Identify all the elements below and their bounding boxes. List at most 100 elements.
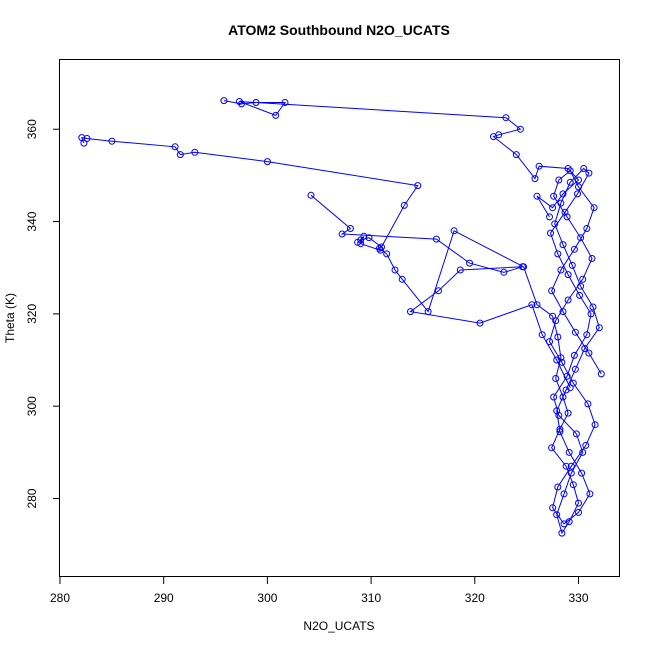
data-point <box>589 303 597 311</box>
data-point <box>565 448 573 456</box>
data-point <box>556 428 564 436</box>
data-point <box>587 310 595 318</box>
data-point <box>567 462 575 470</box>
data-point <box>552 375 560 382</box>
data-point <box>590 204 598 212</box>
data-point <box>450 227 458 235</box>
data-point <box>583 331 591 339</box>
data-point <box>432 235 440 243</box>
data-point <box>549 504 557 512</box>
x-tick-label: 330 <box>569 591 589 605</box>
data-point <box>575 176 582 184</box>
data-point <box>581 345 589 352</box>
data-point <box>577 234 585 242</box>
data-point <box>559 308 567 316</box>
chart-title: ATOM2 Southbound N2O_UCATS <box>228 22 450 38</box>
data-point <box>554 333 562 341</box>
data-point <box>588 255 596 262</box>
data-point <box>548 287 556 295</box>
data-point <box>560 520 568 528</box>
data-point <box>563 213 571 221</box>
data-point <box>490 133 497 141</box>
data-point <box>597 370 605 378</box>
data-point <box>252 99 260 106</box>
data-point <box>407 308 414 316</box>
data-point <box>564 271 572 279</box>
data-point <box>83 135 91 142</box>
data-point <box>575 508 582 516</box>
data-point <box>191 148 199 156</box>
data-point <box>538 331 546 339</box>
data-point <box>516 125 524 133</box>
data-point <box>566 384 574 392</box>
data-point <box>476 319 484 327</box>
data-point <box>551 220 559 228</box>
data-point <box>383 250 391 258</box>
data-point <box>569 481 577 489</box>
data-point <box>562 462 570 470</box>
data-point <box>531 175 539 183</box>
data-point <box>553 356 561 364</box>
data-point <box>547 229 554 237</box>
data-point <box>555 176 563 184</box>
data-point <box>272 111 280 119</box>
data-point <box>500 268 508 276</box>
y-tick-label: 340 <box>25 211 39 231</box>
data-point <box>554 483 562 491</box>
data-point <box>307 191 315 199</box>
data-series <box>78 97 605 537</box>
data-point <box>560 490 568 498</box>
data-point <box>579 275 587 283</box>
data-point <box>512 151 520 159</box>
data-point <box>519 263 526 271</box>
data-point <box>564 409 572 417</box>
data-point <box>577 282 585 290</box>
data-point <box>549 204 557 212</box>
y-tick-label: 320 <box>25 304 39 324</box>
data-point <box>263 158 271 166</box>
axis-ticks: 280 290 300 310 320 330 280 300 320 340 360 <box>25 119 589 605</box>
data-point <box>570 351 578 359</box>
y-tick-label: 300 <box>25 396 39 416</box>
data-point <box>553 407 561 415</box>
data-point <box>550 192 558 200</box>
data-point <box>435 287 442 295</box>
data-point <box>591 421 599 429</box>
data-point <box>574 190 581 198</box>
x-tick-label: 290 <box>154 591 174 605</box>
data-point <box>554 250 562 258</box>
data-point <box>570 245 578 253</box>
data-point <box>553 511 561 519</box>
plot-frame <box>59 59 620 577</box>
data-point <box>176 151 184 159</box>
data-point <box>281 99 289 106</box>
y-axis-label: Theta (K) <box>3 293 17 343</box>
data-point <box>456 266 464 274</box>
data-point <box>557 354 565 362</box>
data-point <box>564 296 572 304</box>
data-point <box>571 328 579 336</box>
data-point <box>346 225 354 232</box>
x-axis-label: N2O_UCATS <box>303 619 374 633</box>
data-point <box>559 393 567 401</box>
x-tick-label: 310 <box>361 591 381 605</box>
data-point <box>552 317 560 325</box>
data-point <box>235 98 243 105</box>
data-point <box>78 134 86 142</box>
data-point <box>576 291 584 299</box>
series-line <box>223 100 580 218</box>
data-point <box>583 225 591 232</box>
data-point <box>580 165 588 172</box>
series-3 <box>307 191 574 392</box>
data-point <box>585 169 593 177</box>
data-point <box>338 230 346 238</box>
data-point <box>535 162 543 170</box>
series-2 <box>220 97 582 221</box>
data-point <box>562 386 570 394</box>
data-point <box>566 167 574 175</box>
data-point <box>550 393 558 401</box>
data-point <box>414 182 422 190</box>
data-point <box>398 275 406 283</box>
data-point <box>578 469 586 477</box>
data-point <box>566 178 574 186</box>
